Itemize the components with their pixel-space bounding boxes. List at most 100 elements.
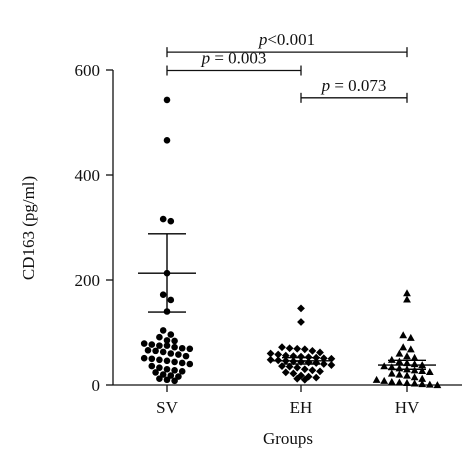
data-point-eh bbox=[281, 368, 290, 377]
data-point-hv bbox=[387, 377, 396, 385]
data-point-hv bbox=[399, 343, 408, 351]
data-point-eh bbox=[300, 365, 309, 374]
data-point-hv bbox=[410, 360, 419, 368]
data-point-hv bbox=[395, 378, 404, 386]
data-point-hv bbox=[395, 349, 404, 357]
data-point-sv bbox=[167, 372, 175, 379]
data-point-hv bbox=[403, 289, 411, 297]
significance-bracket-3: p = 0.073 bbox=[300, 76, 408, 103]
data-point-hv bbox=[403, 352, 411, 360]
y-tick-label: 600 bbox=[75, 61, 101, 80]
data-point-sv bbox=[140, 354, 148, 362]
data-point-eh bbox=[289, 369, 298, 378]
data-point-eh bbox=[308, 366, 317, 375]
p-value-label: p = 0.073 bbox=[321, 76, 387, 95]
data-point-eh bbox=[266, 349, 275, 358]
data-point-eh bbox=[319, 360, 328, 368]
data-point-hv bbox=[410, 379, 419, 387]
data-point-hv bbox=[403, 295, 411, 303]
data-point-eh bbox=[316, 348, 324, 357]
x-axis: SV EH HV bbox=[113, 384, 462, 417]
data-point-sv bbox=[144, 347, 152, 354]
data-point-hv bbox=[410, 353, 419, 361]
data-point-sv bbox=[186, 345, 194, 353]
data-point-hv bbox=[410, 373, 419, 381]
data-point-sv bbox=[163, 342, 171, 349]
significance-bracket-2: p = 0.003 bbox=[166, 49, 302, 76]
data-point-eh bbox=[293, 363, 302, 372]
data-point-hv bbox=[403, 371, 411, 379]
data-point-sv bbox=[140, 340, 148, 347]
y-axis-title: CD163 (pg/ml) bbox=[19, 176, 38, 280]
data-point-hv bbox=[433, 381, 442, 389]
data-point-hv bbox=[425, 380, 434, 388]
data-point-sv bbox=[148, 355, 156, 363]
data-point-sv bbox=[156, 333, 163, 341]
data-point-hv bbox=[380, 376, 389, 384]
data-point-eh bbox=[316, 367, 324, 376]
y-tick-label: 0 bbox=[92, 376, 101, 395]
data-point-sv bbox=[156, 375, 163, 383]
data-point-eh bbox=[304, 358, 313, 367]
data-point-hv bbox=[418, 374, 427, 382]
category-label-sv: SV bbox=[156, 398, 178, 417]
data-point-sv bbox=[171, 358, 178, 366]
data-point-sv bbox=[171, 367, 178, 374]
data-point-sv bbox=[163, 337, 171, 344]
data-point-sv bbox=[178, 359, 186, 367]
data-point-sv bbox=[156, 356, 163, 364]
data-point-eh bbox=[297, 371, 305, 380]
data-point-sv bbox=[167, 296, 175, 304]
data-point-sv bbox=[178, 368, 186, 375]
data-point-sv bbox=[159, 371, 167, 378]
data-point-sv bbox=[175, 351, 182, 358]
data-point-eh bbox=[274, 350, 283, 359]
data-point-sv bbox=[167, 331, 175, 338]
mean-sem-bars bbox=[138, 233, 436, 370]
data-point-eh bbox=[300, 375, 309, 384]
data-point-sv bbox=[178, 344, 186, 352]
data-point-sv bbox=[152, 369, 159, 376]
significance-bracket-1: p<0.001 bbox=[166, 30, 408, 58]
data-point-sv bbox=[167, 350, 175, 357]
data-point-sv bbox=[159, 327, 167, 334]
data-point-hv bbox=[387, 355, 396, 363]
data-point-sv bbox=[163, 376, 171, 384]
data-point-sv bbox=[159, 291, 167, 299]
data-point-hv bbox=[403, 379, 411, 387]
data-point-eh bbox=[300, 345, 309, 354]
data-point-hv bbox=[418, 366, 427, 374]
data-point-eh bbox=[297, 318, 305, 326]
data-point-sv bbox=[159, 215, 167, 223]
data-point-hv bbox=[425, 367, 434, 375]
data-point-sv bbox=[182, 352, 190, 360]
data-point-sv bbox=[156, 342, 163, 349]
p-value-label: p = 0.003 bbox=[201, 49, 267, 68]
data-point-sv bbox=[156, 364, 163, 371]
data-point-hv bbox=[406, 333, 415, 341]
data-point-hv bbox=[372, 375, 381, 383]
data-point-sv bbox=[171, 377, 178, 385]
data-point-hv bbox=[399, 331, 408, 339]
data-point-sv bbox=[167, 217, 175, 225]
data-point-eh bbox=[312, 373, 321, 382]
data-point-eh bbox=[285, 344, 294, 353]
data-point-sv bbox=[159, 348, 167, 356]
p-value-label: p<0.001 bbox=[258, 30, 315, 49]
data-point-sv bbox=[163, 96, 171, 104]
data-point-hv bbox=[387, 363, 396, 371]
data-point-eh bbox=[297, 352, 305, 361]
data-points bbox=[140, 96, 442, 389]
data-point-sv bbox=[171, 343, 178, 351]
data-point-hv bbox=[387, 369, 396, 377]
data-point-sv bbox=[171, 337, 178, 345]
data-point-eh bbox=[293, 344, 302, 353]
data-point-sv bbox=[148, 362, 156, 370]
data-point-sv bbox=[186, 360, 194, 368]
y-tick-label: 200 bbox=[75, 271, 101, 290]
data-point-eh bbox=[266, 355, 275, 364]
category-label-hv: HV bbox=[395, 398, 420, 417]
data-point-sv bbox=[163, 357, 171, 365]
x-axis-title: Groups bbox=[263, 429, 313, 448]
